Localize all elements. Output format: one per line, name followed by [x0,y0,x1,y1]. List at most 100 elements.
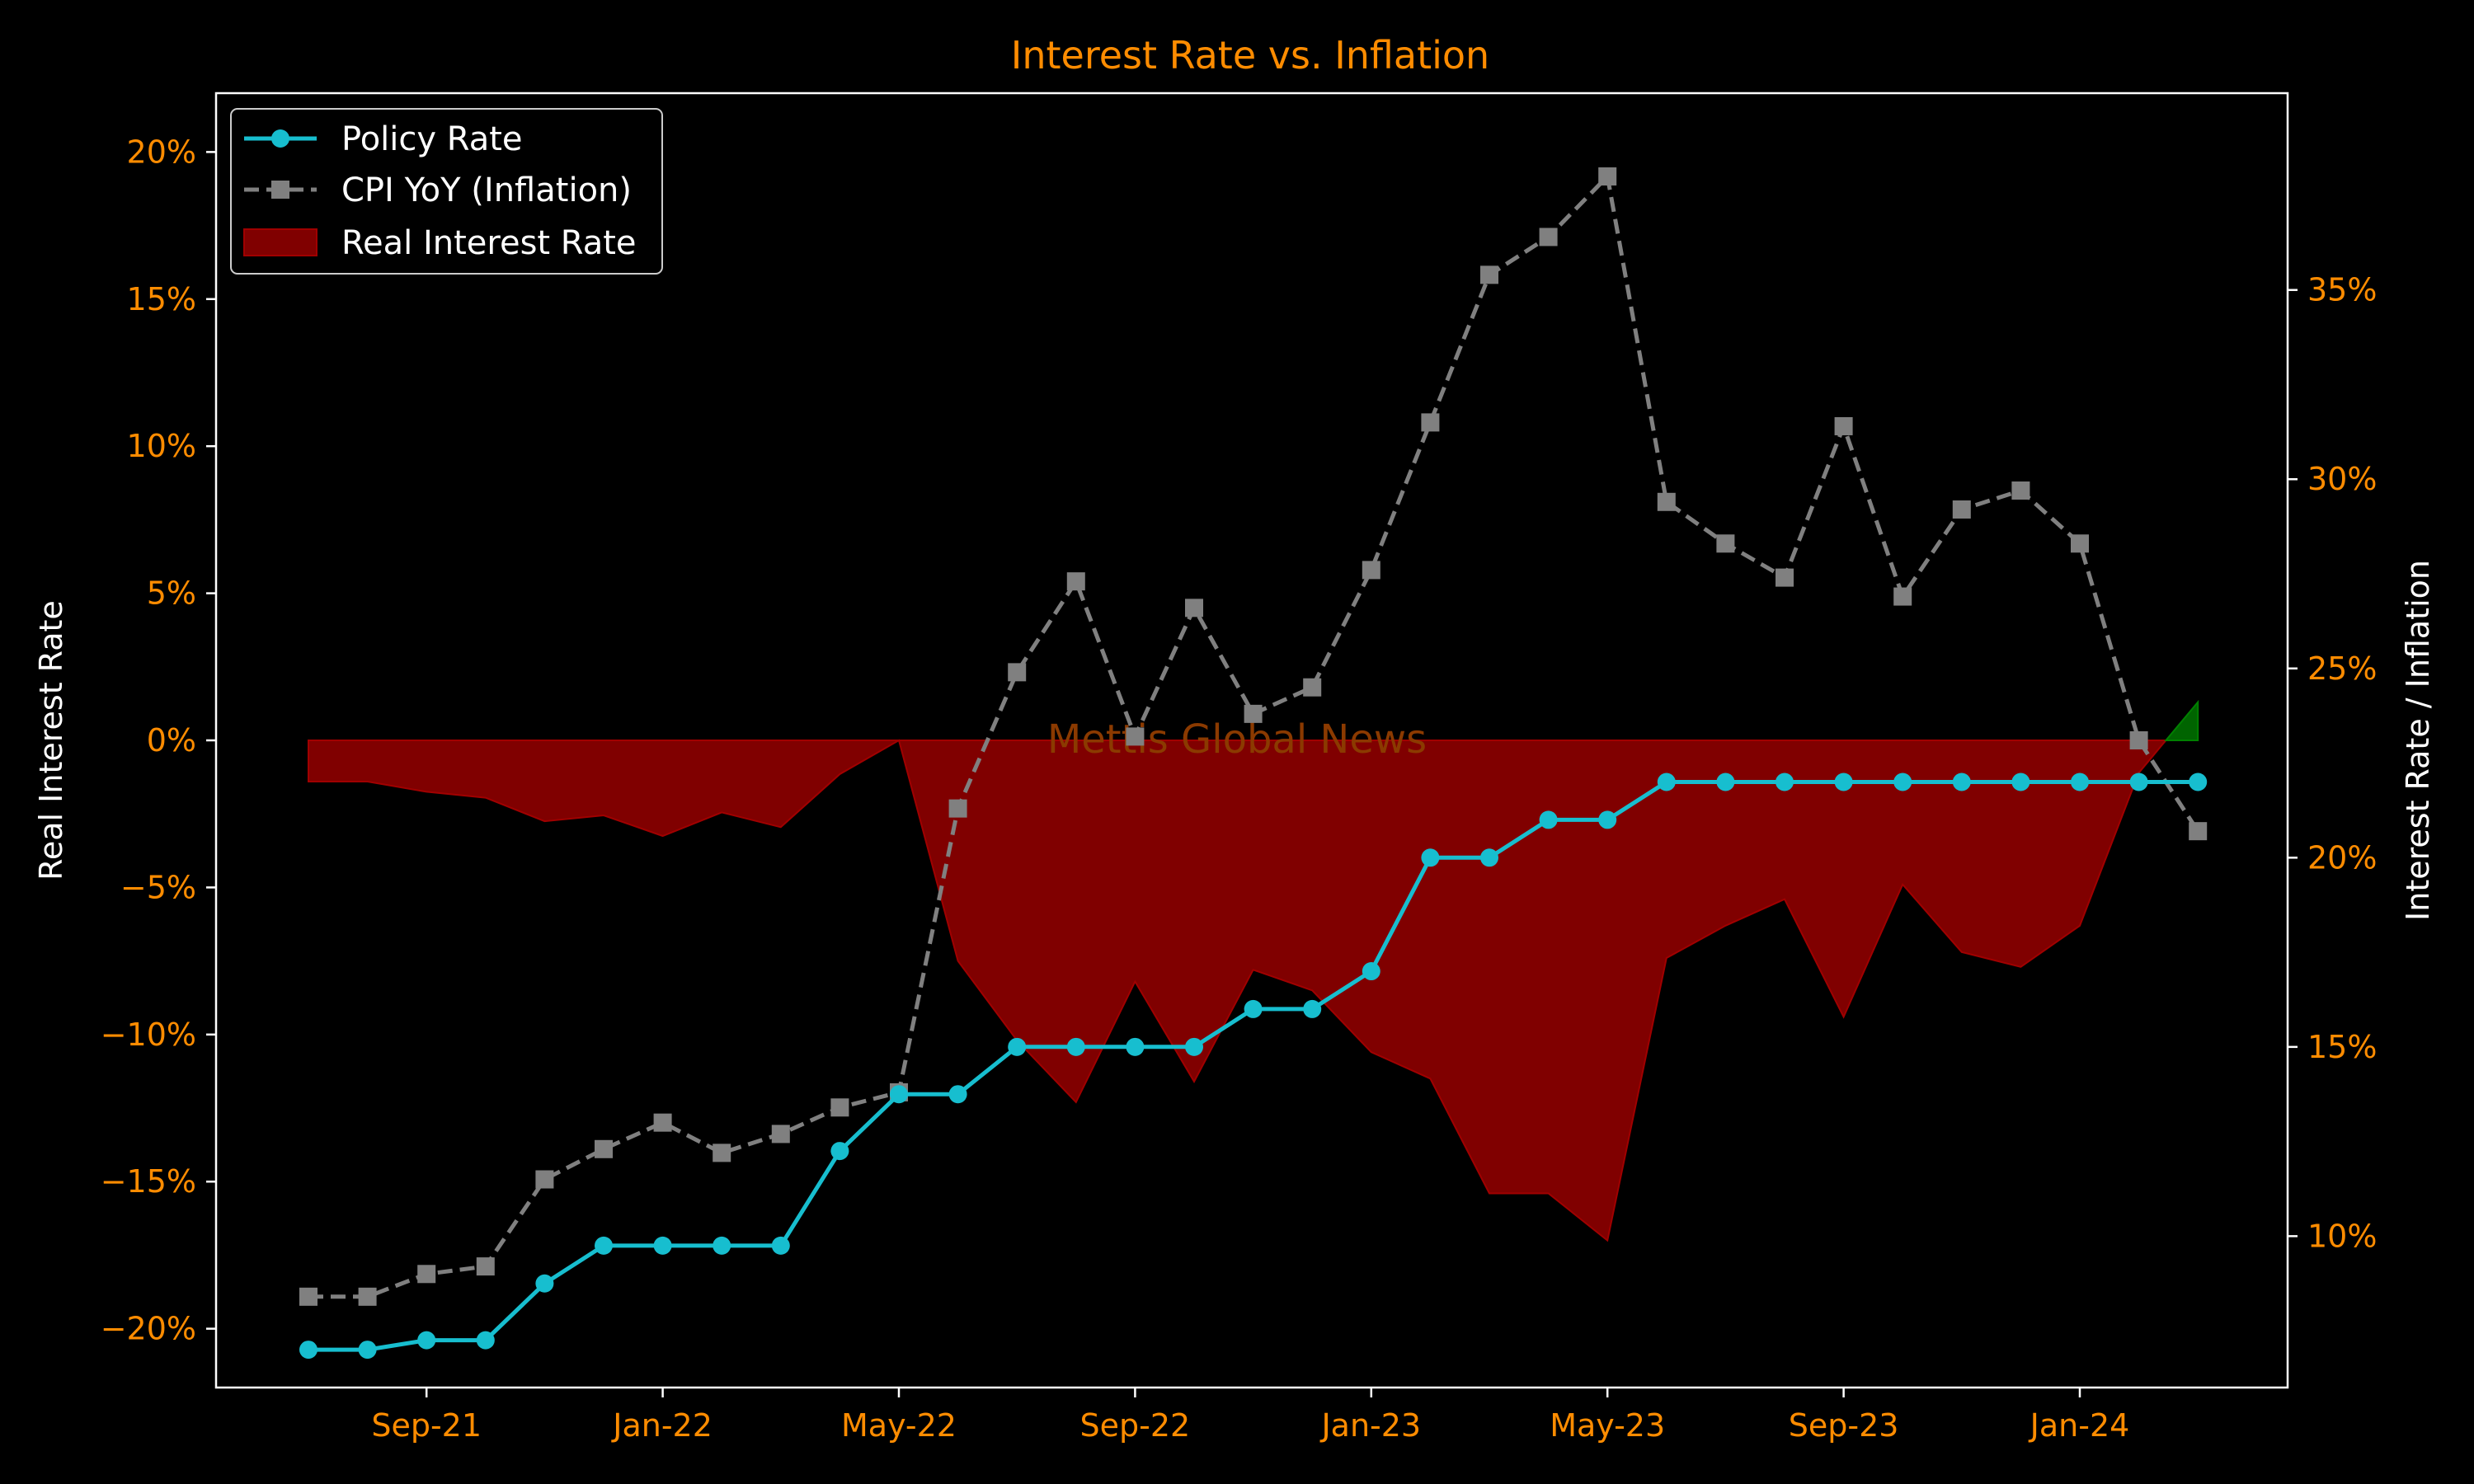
x-tick-label: Sep-23 [1789,1407,1899,1444]
left-tick-label: −10% [101,1017,196,1053]
x-tick-label: May-23 [1550,1407,1665,1444]
policy-rate-point [1008,1037,1027,1056]
policy-rate-point [417,1331,436,1350]
right-tick-label: 10% [2307,1218,2377,1254]
chart-title: Interest Rate vs. Inflation [1011,33,1489,77]
cpi-point [1244,704,1263,723]
policy-rate-point [1244,999,1263,1018]
policy-rate-point [595,1236,613,1255]
left-axis-label: Real Interest Rate [33,600,69,881]
cpi-point [2189,822,2208,841]
cpi-point [2011,481,2030,500]
right-axis-ticks: 10% 15% 20% 25% 30% 35% [2288,272,2377,1254]
policy-rate-point [1362,962,1380,981]
left-tick-label: −5% [120,869,196,905]
policy-rate-point [1185,1037,1203,1056]
policy-rate-point [713,1236,731,1255]
policy-rate-point [299,1341,317,1360]
cpi-point [1421,413,1440,432]
cpi-point [948,799,967,818]
legend-cpi-marker [271,181,289,199]
policy-rate-point [1776,773,1794,791]
right-tick-label: 35% [2307,272,2377,308]
cpi-point [358,1287,377,1306]
legend-real-swatch [243,228,317,256]
watermark: Mettis Global News [1047,716,1427,763]
right-axis-label: Interest Rate / Inflation [2400,560,2436,921]
cpi-point [1776,568,1794,587]
real-rate-area [308,699,2199,1242]
left-tick-label: 20% [127,134,196,170]
cpi-point [299,1287,317,1306]
policy-rate-point [2129,773,2148,791]
legend-policy-label: Policy Rate [341,120,523,158]
real-rate-negative-area [308,739,2168,1242]
cpi-point [1185,599,1203,618]
x-axis-ticks: Sep-21 Jan-22 May-22 Sep-22 Jan-23 May-23 Sep-… [371,1388,2129,1444]
cpi-point [1716,534,1735,553]
cpi-point [771,1125,790,1144]
left-tick-label: 10% [127,428,196,464]
policy-rate-point [1539,810,1558,829]
policy-rate-point [358,1341,377,1360]
policy-rate-point [1480,848,1498,867]
policy-rate-point [771,1236,790,1255]
policy-rate-point [476,1331,495,1350]
x-tick-label: May-22 [841,1407,957,1444]
left-tick-label: 15% [127,281,196,317]
policy-rate-point [1657,773,1676,791]
right-tick-label: 15% [2307,1029,2377,1065]
legend: Policy Rate CPI YoY (Inflation) Real Int… [230,108,663,275]
policy-rate-series [299,773,2208,1360]
policy-rate-point [890,1085,908,1104]
policy-rate-point [653,1236,672,1255]
cpi-point [1066,572,1085,591]
cpi-point [1008,663,1027,682]
legend-policy-marker [271,129,289,148]
policy-rate-point [1303,999,1322,1018]
left-axis-ticks: −20% −15% −10% −5% 0% 5% 10% 15% 20% [101,134,216,1347]
policy-rate-point [535,1274,554,1293]
x-tick-label: Jan-24 [2029,1407,2130,1444]
cpi-point [1952,500,1971,519]
cpi-point [2129,731,2148,749]
left-tick-label: −15% [101,1163,196,1200]
policy-rate-point [2189,773,2208,791]
cpi-point [1893,587,1912,606]
cpi-point [476,1257,495,1276]
real-rate-positive-area [2164,699,2199,741]
cpi-point [713,1144,731,1162]
right-tick-label: 25% [2307,650,2377,687]
legend-box [230,108,663,275]
cpi-point [1126,727,1145,746]
cpi-point [1539,228,1558,247]
cpi-point [1362,561,1380,580]
legend-real-label: Real Interest Rate [341,224,637,262]
x-tick-label: Sep-22 [1080,1407,1191,1444]
cpi-point [653,1113,672,1132]
policy-rate-point [830,1142,849,1161]
cpi-point [1657,492,1676,511]
cpi-point [1834,416,1853,435]
cpi-point [2071,534,2089,553]
cpi-point [1480,265,1498,284]
cpi-point [595,1139,613,1158]
policy-rate-point [1716,773,1735,791]
plot-area: Mettis Global News [299,167,2208,1360]
policy-rate-point [1066,1037,1085,1056]
policy-rate-point [1893,773,1912,791]
left-tick-label: 5% [147,575,196,612]
left-tick-label: −20% [101,1311,196,1347]
x-tick-label: Sep-21 [371,1407,482,1444]
policy-rate-point [1598,810,1617,829]
policy-rate-point [948,1085,967,1104]
cpi-point [1598,167,1617,186]
right-tick-label: 30% [2307,461,2377,497]
x-tick-label: Jan-22 [611,1407,713,1444]
cpi-series [299,167,2208,1306]
cpi-point [1303,678,1322,697]
policy-rate-point [2011,773,2030,791]
right-tick-label: 20% [2307,839,2377,876]
cpi-point [417,1265,436,1284]
